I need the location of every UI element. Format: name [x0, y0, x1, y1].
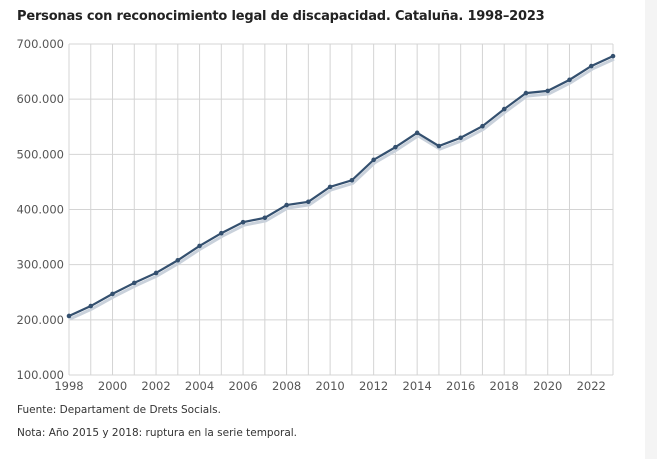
- data-point: [610, 53, 616, 59]
- data-point: [175, 257, 181, 263]
- source-note: Fuente: Departament de Drets Socials.: [17, 404, 221, 416]
- data-point: [393, 144, 398, 150]
- y-tick-label: 500.000: [16, 147, 64, 161]
- data-point: [588, 63, 594, 69]
- x-tick-label: 2012: [359, 379, 388, 393]
- x-tick-label: 2004: [185, 379, 214, 393]
- y-tick-label: 400.000: [16, 203, 64, 217]
- data-point: [110, 291, 115, 297]
- data-point: [436, 143, 442, 149]
- data-point: [371, 157, 376, 163]
- y-tick-label: 600.000: [16, 92, 64, 106]
- x-tick-label: 2022: [577, 379, 606, 393]
- footnote: Nota: Año 2015 y 2018: ruptura en la ser…: [17, 427, 298, 439]
- data-point: [66, 313, 72, 319]
- data-point: [306, 199, 311, 205]
- x-tick-label: 2018: [490, 379, 519, 393]
- data-point: [458, 135, 463, 141]
- data-point: [501, 106, 507, 112]
- data-point: [327, 184, 333, 190]
- data-point: [284, 202, 289, 208]
- y-tick-label: 700.000: [16, 37, 64, 51]
- y-tick-label: 200.000: [16, 313, 64, 327]
- line-chart: 100.000 200.000 300.000 400.000 500.000 600.0…: [16, 37, 616, 393]
- x-tick-label: 2002: [141, 379, 170, 393]
- x-tick-label: 2000: [98, 379, 127, 393]
- series-line: [68, 55, 614, 317]
- x-tick-label: 2010: [315, 379, 344, 393]
- chart-title: Personas con reconocimiento legal de dis…: [17, 9, 545, 24]
- scroll-gutter: [645, 0, 657, 459]
- x-tick-label: 2020: [533, 379, 562, 393]
- data-point: [545, 88, 551, 94]
- x-tick-label: 2006: [228, 379, 257, 393]
- x-tick-label: 2014: [403, 379, 432, 393]
- data-point: [131, 280, 137, 286]
- data-point: [349, 177, 355, 183]
- data-point: [240, 219, 246, 225]
- data-point: [219, 230, 224, 236]
- data-point: [197, 243, 202, 249]
- x-tick-label: 2016: [446, 379, 475, 393]
- data-point: [262, 215, 268, 221]
- data-point: [153, 270, 159, 276]
- y-tick-label: 100.000: [16, 368, 64, 382]
- data-point: [567, 77, 572, 83]
- data-point: [88, 303, 94, 309]
- series-line-shadow: [69, 57, 615, 321]
- data-point: [480, 123, 485, 129]
- data-point: [414, 130, 420, 136]
- x-tick-label: 2008: [272, 379, 301, 393]
- x-tick-label: 1998: [54, 379, 83, 393]
- y-tick-label: 300.000: [16, 258, 64, 272]
- data-point: [523, 90, 529, 96]
